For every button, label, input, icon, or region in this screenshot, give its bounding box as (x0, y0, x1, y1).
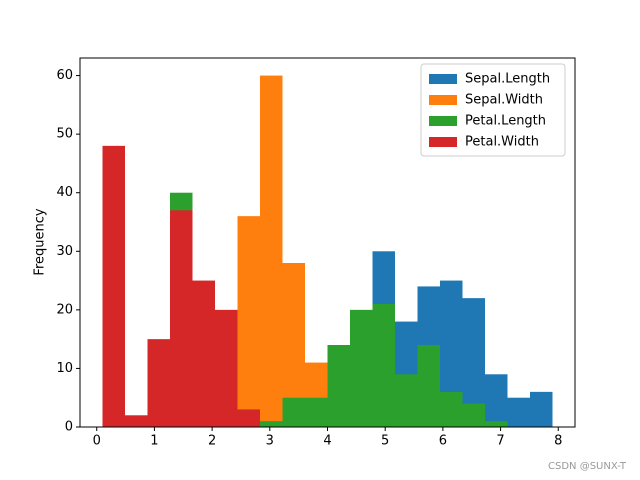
bar (462, 403, 485, 427)
x-tick-label: 8 (554, 434, 562, 449)
x-tick-label: 4 (323, 434, 331, 449)
y-tick-label: 30 (56, 244, 73, 259)
bar (237, 409, 260, 427)
legend-swatch (429, 95, 457, 105)
bar (170, 210, 193, 427)
bar (462, 298, 485, 427)
y-tick-label: 20 (56, 302, 73, 317)
bar (192, 280, 215, 427)
bar (215, 309, 238, 427)
watermark: CSDN @SUNX-T (548, 461, 627, 472)
x-tick-label: 3 (266, 434, 274, 449)
y-tick-label: 10 (56, 361, 73, 376)
y-tick-label: 40 (56, 185, 73, 200)
y-tick-label: 60 (56, 68, 73, 83)
bar (440, 280, 463, 427)
x-tick-label: 2 (208, 434, 216, 449)
legend-label: Sepal.Width (465, 93, 543, 108)
bar (372, 304, 395, 427)
x-tick-label: 0 (93, 434, 101, 449)
y-tick-label: 50 (56, 127, 73, 142)
legend-swatch (429, 74, 457, 84)
bar (305, 397, 328, 427)
bar (507, 397, 530, 427)
y-axis-label: Frequency (33, 208, 48, 275)
bar (485, 374, 508, 427)
bar (327, 345, 350, 427)
legend-box (420, 63, 566, 157)
legend-label: Sepal.Length (465, 72, 550, 87)
bar (395, 374, 418, 427)
bar (417, 345, 440, 427)
y-tick-label: 0 (65, 420, 73, 435)
bar (350, 309, 373, 427)
bar (102, 145, 125, 427)
bar (282, 397, 305, 427)
bar (125, 415, 148, 427)
bar (440, 391, 463, 427)
bar (485, 421, 508, 427)
x-tick-label: 1 (150, 434, 158, 449)
x-tick-label: 7 (496, 434, 504, 449)
x-tick-label: 6 (439, 434, 447, 449)
legend-label: Petal.Length (465, 114, 546, 129)
bar (260, 421, 283, 427)
bar (282, 263, 305, 427)
bar (530, 391, 553, 427)
legend-label: Petal.Width (465, 135, 539, 150)
legend-swatch (429, 137, 457, 147)
bar (260, 75, 283, 428)
x-tick-label: 5 (381, 434, 389, 449)
bar (237, 216, 260, 427)
bar (147, 339, 170, 427)
legend-swatch (429, 116, 457, 126)
